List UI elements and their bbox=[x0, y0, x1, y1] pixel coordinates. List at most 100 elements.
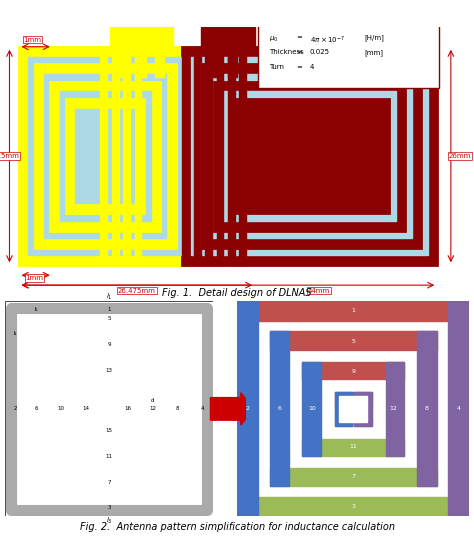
Bar bbox=[448, 301, 469, 516]
Text: 1: 1 bbox=[351, 308, 355, 314]
Text: 15: 15 bbox=[349, 414, 357, 419]
Bar bbox=[112, 47, 118, 265]
Text: 14: 14 bbox=[341, 406, 349, 412]
Bar bbox=[118, 27, 128, 76]
Text: 5: 5 bbox=[107, 316, 111, 321]
Text: 13: 13 bbox=[349, 399, 357, 404]
Text: 44mm: 44mm bbox=[308, 288, 330, 294]
Text: 3: 3 bbox=[107, 505, 111, 511]
Bar bbox=[135, 47, 141, 265]
FancyBboxPatch shape bbox=[258, 25, 438, 88]
Text: 6: 6 bbox=[34, 406, 38, 412]
FancyArrow shape bbox=[210, 393, 254, 425]
Text: l₁: l₁ bbox=[34, 307, 38, 313]
Text: 3: 3 bbox=[351, 504, 355, 509]
Bar bbox=[18, 47, 191, 265]
Text: 12: 12 bbox=[390, 406, 398, 412]
Text: 16: 16 bbox=[357, 406, 365, 412]
Bar bbox=[228, 27, 237, 76]
Bar bbox=[335, 392, 352, 426]
Bar bbox=[237, 497, 469, 516]
Text: [mm]: [mm] bbox=[365, 49, 383, 56]
Text: 4: 4 bbox=[310, 64, 314, 70]
Bar bbox=[19, 316, 199, 501]
Text: d: d bbox=[151, 399, 155, 404]
Bar bbox=[123, 47, 130, 265]
Text: 0.025: 0.025 bbox=[310, 49, 330, 55]
Bar bbox=[205, 47, 212, 265]
Bar bbox=[302, 439, 404, 456]
Bar bbox=[201, 27, 255, 47]
Bar bbox=[270, 331, 437, 350]
Bar bbox=[302, 362, 404, 379]
Bar bbox=[237, 301, 469, 321]
Text: 11: 11 bbox=[349, 444, 357, 449]
Text: =: = bbox=[296, 64, 302, 70]
Text: 14: 14 bbox=[82, 406, 90, 412]
Text: 12: 12 bbox=[149, 406, 156, 412]
Text: 2: 2 bbox=[246, 406, 249, 412]
Text: $4\pi \times 10^{-7}$: $4\pi \times 10^{-7}$ bbox=[310, 34, 345, 46]
Bar bbox=[237, 301, 258, 516]
Bar bbox=[223, 91, 396, 221]
Text: 4: 4 bbox=[457, 406, 461, 412]
Bar bbox=[182, 47, 189, 265]
Bar bbox=[210, 27, 219, 76]
Text: Fig. 1.  Detail design of DLNAS: Fig. 1. Detail design of DLNAS bbox=[162, 288, 312, 298]
Bar bbox=[417, 331, 437, 486]
Text: 1mm: 1mm bbox=[26, 275, 44, 281]
Bar bbox=[27, 56, 182, 256]
Bar bbox=[75, 109, 135, 203]
Text: Thickness: Thickness bbox=[269, 49, 304, 55]
Text: 13: 13 bbox=[106, 367, 112, 373]
Text: 2: 2 bbox=[13, 406, 17, 412]
Bar bbox=[60, 91, 151, 221]
Bar bbox=[208, 74, 412, 238]
Bar bbox=[230, 99, 390, 213]
Bar bbox=[100, 47, 107, 265]
Bar bbox=[45, 342, 173, 476]
Bar bbox=[335, 392, 372, 408]
Text: 11: 11 bbox=[106, 454, 112, 459]
Bar bbox=[94, 394, 124, 424]
Text: 9: 9 bbox=[107, 342, 111, 347]
Bar bbox=[182, 47, 437, 265]
Bar bbox=[339, 396, 367, 422]
Text: 15: 15 bbox=[106, 428, 112, 433]
Text: Fig. 2.  Antenna pattern simplification for inductance calculation: Fig. 2. Antenna pattern simplification f… bbox=[80, 522, 394, 532]
Bar bbox=[191, 56, 428, 256]
Bar bbox=[35, 64, 175, 248]
Bar bbox=[354, 392, 372, 426]
Bar bbox=[61, 359, 157, 458]
Text: =: = bbox=[296, 34, 302, 40]
Text: $\mu_0$: $\mu_0$ bbox=[269, 34, 278, 44]
Text: 7: 7 bbox=[107, 479, 111, 485]
Bar bbox=[270, 331, 289, 486]
Bar bbox=[36, 334, 182, 484]
Bar bbox=[198, 64, 421, 248]
Text: 10: 10 bbox=[57, 406, 64, 412]
Text: $l_3$: $l_3$ bbox=[106, 516, 112, 526]
Text: =: = bbox=[296, 49, 302, 55]
Text: 4: 4 bbox=[201, 406, 205, 412]
Text: 1: 1 bbox=[107, 307, 111, 313]
Bar bbox=[214, 82, 405, 230]
Text: 22.5mm: 22.5mm bbox=[0, 153, 19, 159]
Bar bbox=[386, 362, 404, 456]
Bar bbox=[270, 468, 437, 486]
Bar bbox=[109, 27, 173, 47]
Bar bbox=[194, 47, 201, 265]
Bar bbox=[44, 74, 166, 238]
Text: $l_1$: $l_1$ bbox=[106, 292, 112, 302]
Text: 7: 7 bbox=[351, 474, 355, 479]
Text: 8: 8 bbox=[424, 406, 428, 412]
Text: Turn: Turn bbox=[269, 64, 284, 70]
Text: [H/m]: [H/m] bbox=[365, 34, 384, 41]
Bar bbox=[86, 385, 132, 433]
Text: 26mm: 26mm bbox=[449, 153, 471, 159]
Text: 10: 10 bbox=[309, 406, 316, 412]
Text: 1mm: 1mm bbox=[23, 37, 41, 43]
Bar bbox=[50, 82, 160, 230]
Bar bbox=[239, 47, 246, 265]
Bar bbox=[69, 368, 149, 450]
